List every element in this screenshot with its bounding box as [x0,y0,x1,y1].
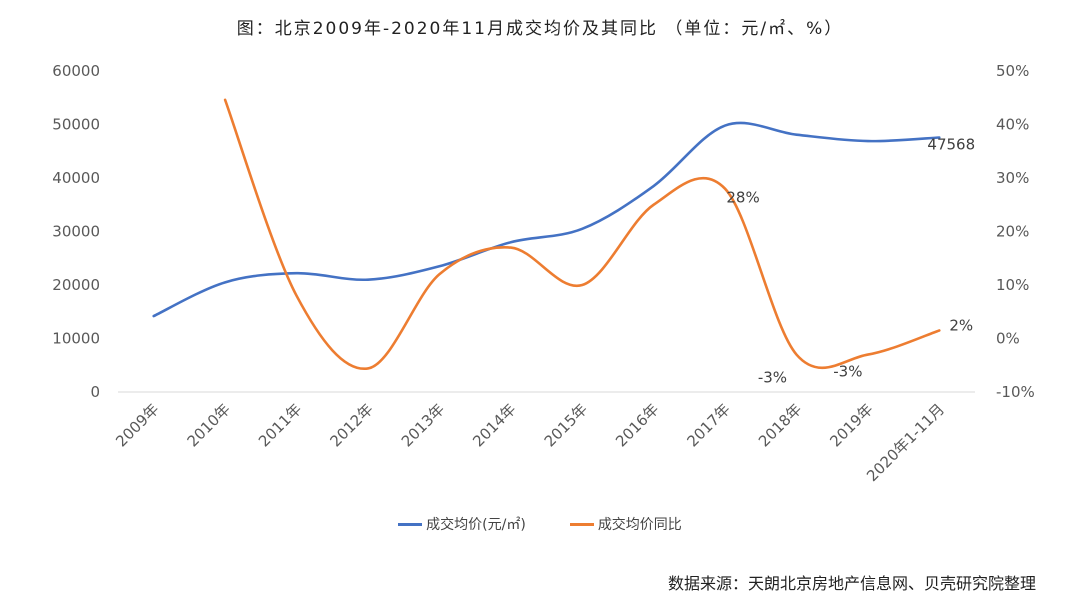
y-left-tick-label: 10000 [52,330,100,348]
data-point-price [794,133,798,137]
x-tick-label: 2011年 [255,400,305,450]
data-point-price [866,139,870,143]
x-tick-label: 2015年 [541,400,591,450]
legend-item-price: 成交均价(元/㎡) [398,514,526,534]
data-point-yoy [509,246,513,250]
y-right-tick-label: 20% [996,223,1029,241]
data-label-yoy: 2% [949,316,973,334]
data-label-price: 47568 [927,136,975,154]
data-point-price [223,280,227,284]
data-point-yoy [295,294,299,298]
data-label-yoy: 28% [726,189,759,207]
x-tick-label: 2012年 [326,400,376,450]
data-point-price [366,278,370,282]
y-left-tick-label: 60000 [52,62,100,80]
y-left-tick-label: 40000 [52,169,100,187]
legend-swatch-price [398,522,423,526]
y-right-tick-label: 40% [996,116,1029,134]
y-right-tick-label: 10% [996,276,1029,294]
y-right-tick-label: 30% [996,169,1029,187]
y-left-tick-label: 50000 [52,116,100,134]
data-point-yoy [580,283,584,287]
data-point-yoy [937,328,941,332]
x-tick-label: 2019年 [826,400,876,450]
y-right-tick-label: 50% [996,62,1029,80]
data-point-price [509,240,513,244]
data-source-note: 数据来源：天朗北京房地产信息网、贝壳研究院整理 [667,574,1036,593]
y-right-tick-label: 0% [996,330,1020,348]
x-tick-label: 2014年 [469,400,519,450]
legend-swatch-yoy [569,522,594,526]
y-left-tick-label: 0 [90,383,100,401]
legend-item-yoy: 成交均价同比 [569,514,682,534]
data-point-yoy [366,366,370,370]
y-left-tick-label: 20000 [52,276,100,294]
data-point-price [652,184,656,188]
data-point-yoy [223,98,227,102]
series-line-yoy [223,98,941,370]
legend-label-price: 成交均价(元/㎡) [426,517,526,533]
legend: 成交均价(元/㎡) 成交均价同比 [0,514,1080,534]
data-label-yoy: -3% [758,369,787,387]
data-point-yoy [794,353,798,357]
y-right-tick-label: -10% [996,383,1035,401]
x-tick-label: 2009年 [112,400,162,450]
x-tick-label: 2018年 [755,400,805,450]
x-tick-label: 2010年 [184,400,234,450]
data-point-price [295,271,299,275]
y-left-tick-label: 30000 [52,223,100,241]
data-point-price [437,264,441,268]
x-tick-label: 2016年 [612,400,662,450]
data-point-price [580,227,584,231]
data-point-price [723,124,727,128]
x-tick-label: 2017年 [684,400,734,450]
data-point-price [152,314,156,318]
x-tick-label: 2013年 [398,400,448,450]
data-point-yoy [652,203,656,207]
data-point-yoy [437,272,441,276]
data-label-yoy: -3% [833,363,862,381]
data-point-yoy [866,353,870,357]
series-line-price [152,121,941,318]
chart-title: 图：北京2009年-2020年11月成交均价及其同比 （单位：元/㎡、%） [236,19,844,39]
legend-label-yoy: 成交均价同比 [597,517,682,533]
